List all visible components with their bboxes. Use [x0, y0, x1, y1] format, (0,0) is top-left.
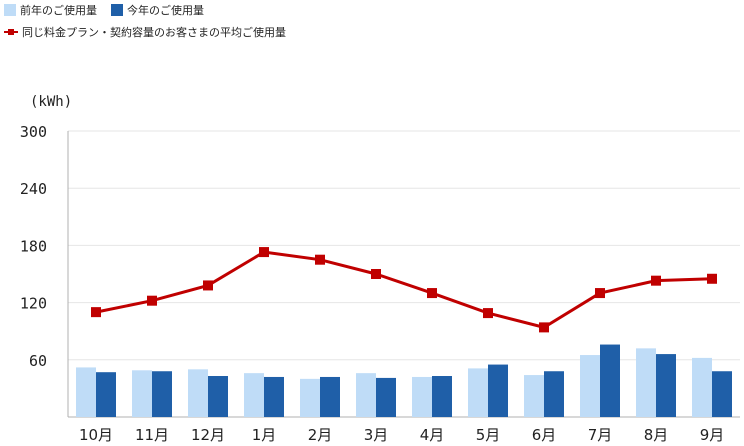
average-line-swatch	[4, 26, 18, 38]
average-point	[651, 275, 661, 286]
legend-item-this-year: 今年のご使用量	[111, 2, 204, 18]
bar-this-year	[488, 364, 508, 417]
x-tick-label: 2月	[308, 426, 333, 444]
bar-prev-year	[692, 357, 712, 417]
average-point	[707, 273, 717, 284]
x-tick-label: 5月	[476, 426, 501, 444]
legend-row-line: 同じ料金プラン・契約容量のお客さまの平均ご使用量	[4, 24, 286, 40]
x-tick-label: 1月	[252, 426, 277, 444]
average-point	[91, 307, 101, 318]
legend-label-prev-year: 前年のご使用量	[20, 4, 97, 17]
bar-this-year	[320, 376, 340, 417]
bar-prev-year	[300, 378, 320, 417]
bar-this-year	[264, 376, 284, 417]
legend-item-prev-year: 前年のご使用量	[4, 2, 97, 18]
y-axis-unit-label: (kWh)	[30, 94, 73, 110]
bar-this-year	[656, 354, 676, 417]
bar-this-year	[712, 371, 732, 417]
bar-this-year	[376, 377, 396, 417]
bar-this-year	[96, 372, 116, 417]
legend-row-bars: 前年のご使用量 今年のご使用量	[4, 2, 214, 18]
average-line	[95, 250, 713, 329]
legend-label-this-year: 今年のご使用量	[127, 4, 204, 17]
bar-prev-year	[412, 376, 432, 417]
bar-this-year	[208, 376, 228, 417]
bar-prev-year	[244, 373, 264, 417]
x-tick-label: 3月	[364, 426, 389, 444]
bar-prev-year	[132, 370, 152, 417]
legend-label-average: 同じ料金プラン・契約容量のお客さまの平均ご使用量	[22, 26, 286, 39]
bar-prev-year	[76, 367, 96, 417]
x-tick-label: 12月	[191, 426, 225, 444]
bar-this-year	[544, 371, 564, 417]
x-tick-label: 8月	[644, 426, 669, 444]
y-tick-label: 180	[20, 237, 47, 255]
x-tick-label: 7月	[588, 426, 613, 444]
x-tick-label: 4月	[420, 426, 445, 444]
y-tick-label: 300	[20, 123, 47, 141]
x-tick-label: 9月	[700, 426, 725, 444]
bar-this-year	[600, 344, 620, 417]
bar-this-year	[152, 371, 172, 417]
y-tick-label: 60	[29, 352, 47, 370]
x-tick-label: 6月	[532, 426, 557, 444]
y-tick-label: 240	[20, 180, 47, 198]
average-point	[595, 288, 605, 299]
prev-year-swatch	[4, 4, 16, 16]
bar-this-year	[432, 376, 452, 417]
average-point	[539, 322, 549, 333]
this-year-swatch	[111, 4, 123, 16]
bar-prev-year	[636, 348, 656, 417]
bar-prev-year	[524, 375, 544, 417]
average-point	[371, 269, 381, 279]
bar-prev-year	[356, 373, 376, 417]
bar-prev-year	[580, 355, 600, 417]
average-point	[259, 247, 269, 258]
bar-prev-year	[188, 369, 208, 417]
average-point	[483, 308, 493, 319]
average-point	[315, 254, 325, 265]
bar-prev-year	[468, 368, 488, 417]
x-tick-label: 10月	[79, 426, 113, 444]
y-tick-label: 120	[20, 295, 47, 313]
average-point	[203, 280, 213, 291]
average-point	[427, 288, 437, 299]
average-point	[147, 295, 157, 306]
x-tick-label: 11月	[135, 426, 169, 444]
